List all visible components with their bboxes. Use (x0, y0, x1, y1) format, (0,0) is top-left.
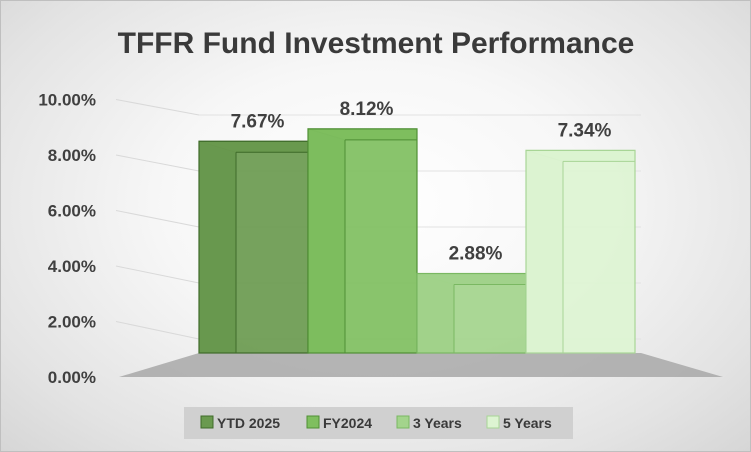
y-tick-label: 2.00% (48, 313, 96, 332)
bar-front-face (416, 272, 527, 354)
bar-front-face (525, 149, 636, 354)
y-tick-label: 6.00% (48, 202, 96, 221)
data-label: 7.67% (231, 111, 285, 132)
y-tick-label: 8.00% (48, 146, 96, 165)
data-label: 7.34% (558, 120, 612, 141)
data-label: 8.12% (340, 99, 394, 120)
y-tick-label: 4.00% (48, 257, 96, 276)
legend-swatch (396, 415, 410, 429)
chart-floor (119, 353, 723, 377)
bar-front-face (198, 140, 309, 354)
legend-label: 5 Years (503, 415, 552, 431)
y-axis-ticks: 0.00% 2.00% 4.00% 6.00% 8.00% 10.00% (38, 91, 96, 388)
legend-label: FY2024 (323, 415, 372, 431)
legend-label: YTD 2025 (217, 415, 280, 431)
bar-5-years (525, 149, 636, 354)
floor-plane (119, 353, 723, 377)
gridline (115, 99, 200, 116)
data-labels: 7.67% 8.12% 2.88% 7.34% (231, 99, 612, 265)
y-tick-label: 10.00% (38, 91, 96, 110)
legend-item: 5 Years (486, 415, 552, 431)
legend-item: YTD 2025 (200, 415, 280, 431)
bar-fy2024 (307, 128, 418, 354)
gridline (115, 154, 200, 172)
gridline (115, 265, 200, 284)
legend-swatch (306, 415, 320, 429)
legend-item: FY2024 (306, 415, 372, 431)
legend-item: 3 Years (396, 415, 462, 431)
legend-swatch (486, 415, 500, 429)
bar-ytd-2025 (198, 140, 309, 354)
bar-3-years (416, 272, 527, 354)
data-label: 2.88% (449, 244, 503, 265)
chart-title: TFFR Fund Investment Performance (118, 27, 635, 60)
gridline (115, 321, 200, 340)
bar-front-face (307, 128, 418, 354)
legend: YTD 2025 FY2024 3 Years 5 Years (184, 407, 573, 439)
gridline (115, 210, 200, 228)
y-tick-label: 0.00% (48, 368, 96, 387)
bars (198, 128, 636, 354)
legend-swatch (200, 415, 214, 429)
legend-label: 3 Years (413, 415, 462, 431)
legend-box (184, 407, 573, 439)
